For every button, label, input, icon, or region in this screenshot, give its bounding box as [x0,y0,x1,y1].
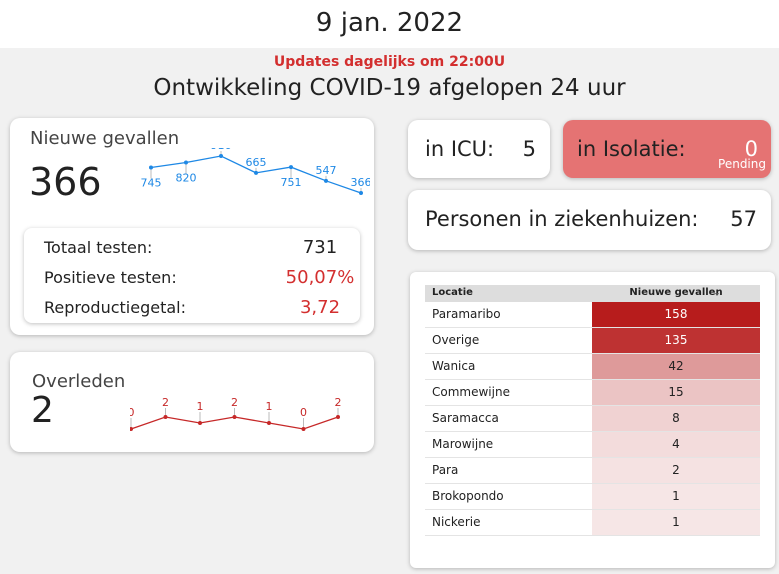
trend-point [289,165,293,170]
table-row: Overige 135 [425,328,760,354]
card-value: 366 [29,160,102,204]
table-row: Paramaribo 158 [425,302,760,328]
trend-label: 2 [162,396,169,409]
trend-point [359,191,363,195]
trend-label: 665 [246,156,267,169]
isolation-label: in Isolatie: [577,137,686,161]
icu-value: 5 [522,137,536,161]
deaths-card: Overleden 2 0 2 1 2 1 0 2 [10,352,374,452]
stat-label: Reproductiegetal: [44,298,186,317]
value-cell: 42 [592,354,760,379]
trend-label: 2 [231,396,238,409]
trend-label: 2 [335,396,342,409]
stats-box: Totaal testen: 731 Positieve testen: 50,07%… [24,228,360,323]
value-cell: 158 [592,302,760,327]
trend-label: 1 [266,400,273,413]
location-cell: Nickerie [432,515,481,529]
value-cell: 1 [592,484,760,509]
trend-label: 366 [351,176,371,189]
trend-point [198,421,202,425]
location-cell: Saramacca [432,411,499,425]
location-table: Locatie Nieuwe gevallen Paramaribo 158 Overi… [425,285,760,536]
isolation-status: Pending [718,157,766,171]
trend-label: 745 [141,177,162,190]
location-cell: Paramaribo [432,307,501,321]
header-band [0,0,779,48]
table-row: Marowijne 4 [425,432,760,458]
location-cell: Brokopondo [432,489,504,503]
value-cell: 15 [592,380,760,405]
trend-point [130,427,133,431]
sparkline: 745 820 916 665 751 547 366 [141,148,371,195]
stat-value: 731 [302,237,338,258]
stat-value: 3,72 [299,297,341,318]
location-cell: Wanica [432,359,476,373]
table-row: Commewijne 15 [425,380,760,406]
hospital-card: Personen in ziekenhuizen: 57 [408,190,771,250]
location-cell: Para [432,463,459,477]
trend-label: 820 [176,171,197,184]
card-label: Nieuwe gevallen [30,128,180,149]
card-value: 2 [31,390,54,431]
table-row: Brokopondo 1 [425,484,760,510]
trend-label: 1 [197,400,204,413]
trend-label: 751 [281,176,302,189]
date: 9 jan. 2022 [315,8,464,38]
trend-point [163,415,168,419]
page-title: Ontwikkeling COVID-19 afgelopen 24 uur [153,75,626,101]
stat-label: Positieve testen: [44,268,177,287]
trend-point [232,415,237,419]
trend-label: 0 [300,406,307,419]
table-card: Locatie Nieuwe gevallen Paramaribo 158 Overi… [410,272,775,568]
column-header[interactable]: Nieuwe gevallen [629,287,723,298]
icu-label: in ICU: [425,137,495,161]
icu-card: in ICU: 5 [408,120,550,178]
value-cell: 1 [592,510,760,535]
table-row: Nickerie 1 [425,510,760,536]
location-cell: Overige [432,333,480,347]
table-row: Para 2 [425,458,760,484]
stat-value: 50,07% [285,267,355,288]
table-row: Wanica 42 [425,354,760,380]
column-header: Locatie [432,287,473,298]
trend-point [324,178,328,183]
value-cell: 8 [592,406,760,431]
trend-point [254,170,258,175]
stat-label: Totaal testen: [44,238,153,257]
isolation-card: in Isolatie: 0 Pending [563,120,771,178]
value-cell: 4 [592,432,760,457]
trend-label: 0 [130,406,135,419]
location-cell: Commewijne [432,385,510,399]
location-cell: Marowijne [432,437,494,451]
trend-point [219,154,223,158]
value-cell: 2 [592,458,760,483]
card-label: Overleden [32,371,126,392]
trend-point [267,421,271,425]
hospital-label: Personen in ziekenhuizen: [425,207,699,231]
trend-point [336,415,340,419]
table-row: Saramacca 8 [425,406,760,432]
update-note: Updates dagelijks om 22:00U [273,54,506,70]
sparkline: 0 2 1 2 1 0 2 [130,396,342,431]
isolation-value: 0 [744,137,758,161]
trend-point [301,427,306,431]
hospital-value: 57 [730,207,757,231]
new-cases-card: Nieuwe gevallen 366 745 820 916 665 751 547 36… [10,118,374,335]
trend-label: 547 [316,164,337,177]
sort-icon [715,293,719,296]
table-header: Locatie Nieuwe gevallen [425,285,760,302]
trend-point [184,160,188,165]
trend-label: 916 [211,148,232,152]
value-cell: 135 [592,328,760,353]
trend-point [149,165,153,170]
